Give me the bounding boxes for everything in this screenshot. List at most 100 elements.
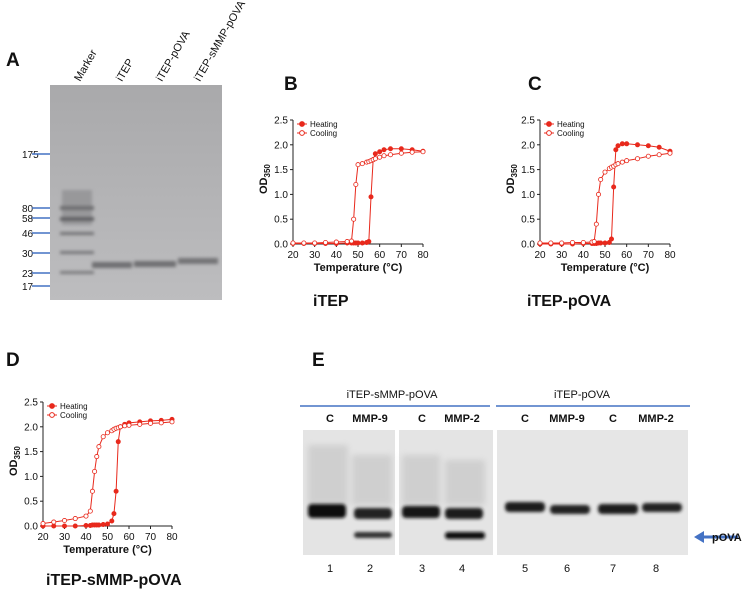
x-tick-label: 40 [331,250,343,261]
point [105,521,111,527]
point [591,239,597,245]
point [645,143,651,149]
y-tick-label: 2.5 [24,398,38,409]
point [62,518,68,524]
y-tick-label: 2.5 [274,116,288,127]
point [624,158,630,164]
point [89,488,95,494]
lane-number: 1 [327,563,333,575]
point [344,239,350,245]
group-label: iTEP-pOVA [554,389,611,401]
y-axis-label-main: OD [258,177,270,194]
point [619,159,625,165]
point [409,149,415,155]
x-axis-label: Temperature (°C) [63,544,152,556]
x-tick-label: 70 [396,250,408,261]
x-tick-label: 30 [59,532,71,543]
legend-marker [49,412,55,418]
point [619,141,625,147]
lane-number: 3 [419,563,425,575]
blot-panel [497,430,688,555]
legend-label: Cooling [60,411,87,420]
lane-label: C [326,413,334,425]
legend-marker [299,121,305,127]
marker-size: 58 [22,214,34,225]
point [83,513,89,519]
y-tick-label: 0.0 [521,240,535,251]
legend-label: Heating [557,120,585,129]
y-tick-label: 0.0 [274,240,288,251]
series-line [42,421,173,525]
chart-caption: iTEP-pOVA [527,293,612,310]
point [667,150,673,156]
point [355,240,361,246]
x-tick-label: 50 [599,250,611,261]
x-tick-label: 40 [80,532,92,543]
y-axis-label-main: OD [8,459,20,476]
point [593,221,599,227]
lane-labels: Marker iTEP iTEP-pOVA iTEP-sMMP-pOVA [72,0,248,84]
x-tick-label: 20 [37,532,49,543]
point [602,169,608,175]
marker-size: 46 [22,229,34,240]
point [359,240,365,246]
point [113,488,119,494]
point [359,161,365,167]
bands [308,502,682,539]
point [290,240,296,246]
point [62,523,68,529]
point [570,240,576,246]
x-tick-label: 20 [287,250,299,261]
lane-label: iTEP-sMMP-pOVA [192,0,248,84]
blot [303,430,688,555]
point [645,153,651,159]
lane-label: C [418,413,426,425]
point [656,152,662,158]
point [377,149,383,155]
y-tick-label: 1.5 [274,165,288,176]
point [635,156,641,162]
point [301,240,307,246]
lane-label: Marker [72,48,100,84]
legend-marker [546,130,552,136]
y-tick-label: 1.5 [24,447,38,458]
point [624,141,630,147]
x-tick-label: 60 [374,250,386,261]
point [387,146,393,152]
gel-bands [60,190,218,274]
legend-label: Cooling [557,129,584,138]
x-tick-label: 80 [664,250,676,261]
y-axis-label: OD350 [505,164,519,194]
point [83,523,89,529]
x-tick-label: 60 [621,250,633,261]
y-tick-label: 1.5 [521,165,535,176]
point [398,146,404,152]
point [387,152,393,158]
x-tick-label: 50 [102,532,114,543]
point [351,216,357,222]
lane-label: iTEP-pOVA [154,28,193,83]
legend-marker [546,121,552,127]
group-label: iTEP-sMMP-pOVA [347,389,439,401]
lane-number: 7 [610,563,616,575]
point [420,149,426,155]
x-tick-label: 70 [643,250,655,261]
point [598,240,604,246]
legend-marker [49,403,55,409]
y-tick-label: 2.0 [521,140,535,151]
lane-label: MMP-2 [444,413,479,425]
point [100,434,106,440]
lane-label: C [609,413,617,425]
point [353,181,359,187]
x-tick-label: 40 [578,250,590,261]
blot-lanes: C 1 MMP-9 2 C 3 MMP-2 4 C 5 MMP-9 6 C 7 MMP-2 8 [326,413,674,575]
point [40,521,46,527]
y-tick-label: 0.0 [24,522,38,533]
point [596,191,602,197]
point [100,522,106,528]
point [598,177,604,183]
point [602,240,608,246]
x-tick-label: 80 [166,532,178,543]
